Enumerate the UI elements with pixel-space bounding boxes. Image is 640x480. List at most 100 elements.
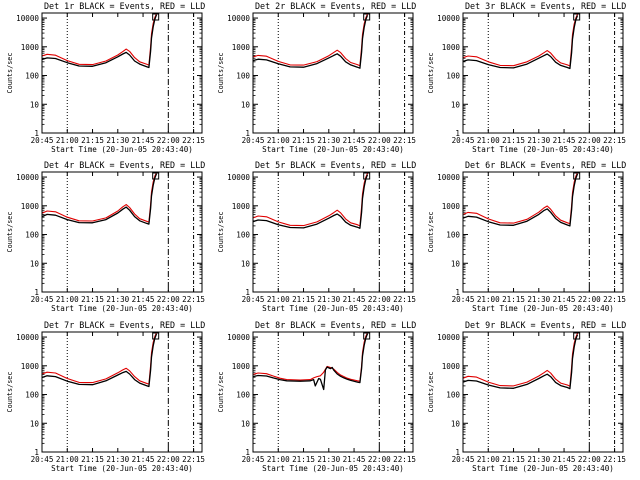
x-tick-label: 22:15 <box>393 295 416 304</box>
x-tick-label: 22:15 <box>393 455 416 464</box>
x-tick-label: 21:30 <box>317 136 340 145</box>
x-tick-label: 21:30 <box>317 455 340 464</box>
x-tick-label: 22:00 <box>157 136 180 145</box>
y-axis-label: Counts/sec <box>6 372 14 413</box>
plot-frame <box>252 12 414 134</box>
x-axis-label: Start Time (20-Jun-05 20:43:40) <box>262 464 404 473</box>
series-lld-line <box>41 332 157 385</box>
y-tick-label: 1 <box>245 448 250 457</box>
x-tick-label: 22:00 <box>578 295 601 304</box>
y-tick-label: 1000 <box>232 43 251 52</box>
y-tick-label: 100 <box>446 72 460 81</box>
series-events-line <box>252 174 369 229</box>
y-tick-label: 10 <box>30 419 40 428</box>
x-tick-label: 20:45 <box>31 136 54 145</box>
y-tick-label: 1000 <box>232 362 251 371</box>
y-tick-label: 10000 <box>437 333 460 342</box>
panel-title: Det 7r BLACK = Events, RED = LLD <box>44 320 205 330</box>
peak-box-marker <box>152 332 160 340</box>
x-tick-label: 20:45 <box>452 455 475 464</box>
y-tick-label: 100 <box>236 72 250 81</box>
y-tick-label: 100 <box>25 72 39 81</box>
x-tick-label: 21:15 <box>502 455 525 464</box>
y-tick-label: 1 <box>34 129 39 138</box>
x-axis-label: Start Time (20-Jun-05 20:43:40) <box>51 304 193 313</box>
panel-title: Det 9r BLACK = Events, RED = LLD <box>465 320 626 330</box>
peak-box-marker <box>363 172 371 180</box>
x-tick-label: 21:45 <box>553 136 576 145</box>
series-events-line <box>462 173 579 227</box>
y-axis-label: Counts/sec <box>6 53 14 94</box>
series-lld-line <box>462 172 578 225</box>
y-tick-label: 10000 <box>227 14 250 23</box>
series-lld-line <box>252 173 369 227</box>
series-lld-line <box>462 333 579 387</box>
series-lld-line <box>252 13 369 67</box>
x-tick-label: 22:15 <box>182 455 205 464</box>
y-axis-label: Counts/sec <box>427 372 435 413</box>
y-tick-label: 10 <box>30 259 40 268</box>
x-tick-label: 21:00 <box>477 136 500 145</box>
x-tick-label: 21:00 <box>267 455 290 464</box>
plot-frame <box>252 171 414 293</box>
x-tick-label: 21:00 <box>56 455 79 464</box>
x-tick-label: 21:00 <box>267 295 290 304</box>
y-tick-label: 1000 <box>442 202 461 211</box>
x-tick-label: 21:00 <box>267 136 290 145</box>
x-tick-label: 22:00 <box>578 455 601 464</box>
series-events-line <box>41 333 158 388</box>
x-tick-label: 21:15 <box>502 295 525 304</box>
x-tick-label: 21:00 <box>477 455 500 464</box>
series-events-line <box>252 15 369 69</box>
x-tick-label: 20:45 <box>242 455 265 464</box>
series-lld-line <box>41 13 157 66</box>
y-tick-label: 1 <box>245 129 250 138</box>
x-tick-label: 21:00 <box>56 136 79 145</box>
y-axis-label: Counts/sec <box>217 212 225 253</box>
y-tick-label: 100 <box>236 231 250 240</box>
x-tick-label: 20:45 <box>242 136 265 145</box>
x-tick-label: 21:15 <box>81 295 104 304</box>
y-tick-label: 1000 <box>442 362 461 371</box>
plot-frame <box>462 331 624 453</box>
peak-box-marker <box>152 13 160 21</box>
y-tick-label: 1 <box>455 448 460 457</box>
x-tick-label: 20:45 <box>242 295 265 304</box>
series-events-line <box>41 173 158 225</box>
plot-frame <box>252 331 414 453</box>
y-tick-label: 1000 <box>21 362 40 371</box>
y-tick-label: 1 <box>455 288 460 297</box>
panel-title: Det 1r BLACK = Events, RED = LLD <box>44 1 205 11</box>
series-events-line <box>252 333 369 391</box>
x-tick-label: 21:00 <box>477 295 500 304</box>
x-tick-label: 21:45 <box>132 455 155 464</box>
x-axis-label: Start Time (20-Jun-05 20:43:40) <box>51 464 193 473</box>
x-tick-label: 20:45 <box>452 136 475 145</box>
y-tick-label: 1000 <box>21 202 40 211</box>
y-tick-label: 100 <box>446 391 460 400</box>
y-tick-label: 1000 <box>21 43 40 52</box>
x-tick-label: 21:45 <box>132 136 155 145</box>
plot-frame <box>41 171 203 293</box>
y-axis-label: Counts/sec <box>427 53 435 94</box>
y-tick-label: 10 <box>451 259 461 268</box>
y-tick-label: 1 <box>34 448 39 457</box>
x-tick-label: 21:15 <box>292 136 315 145</box>
y-axis-label: Counts/sec <box>6 212 14 253</box>
x-tick-label: 21:15 <box>292 455 315 464</box>
x-tick-label: 22:00 <box>157 295 180 304</box>
peak-box-marker <box>573 172 581 180</box>
y-tick-label: 10 <box>30 100 40 109</box>
x-axis-label: Start Time (20-Jun-05 20:43:40) <box>51 145 193 154</box>
plot-frame <box>41 331 203 453</box>
x-tick-label: 22:00 <box>368 455 391 464</box>
peak-box-marker <box>152 172 160 180</box>
x-tick-label: 21:15 <box>81 455 104 464</box>
panel-title: Det 4r BLACK = Events, RED = LLD <box>44 160 205 170</box>
